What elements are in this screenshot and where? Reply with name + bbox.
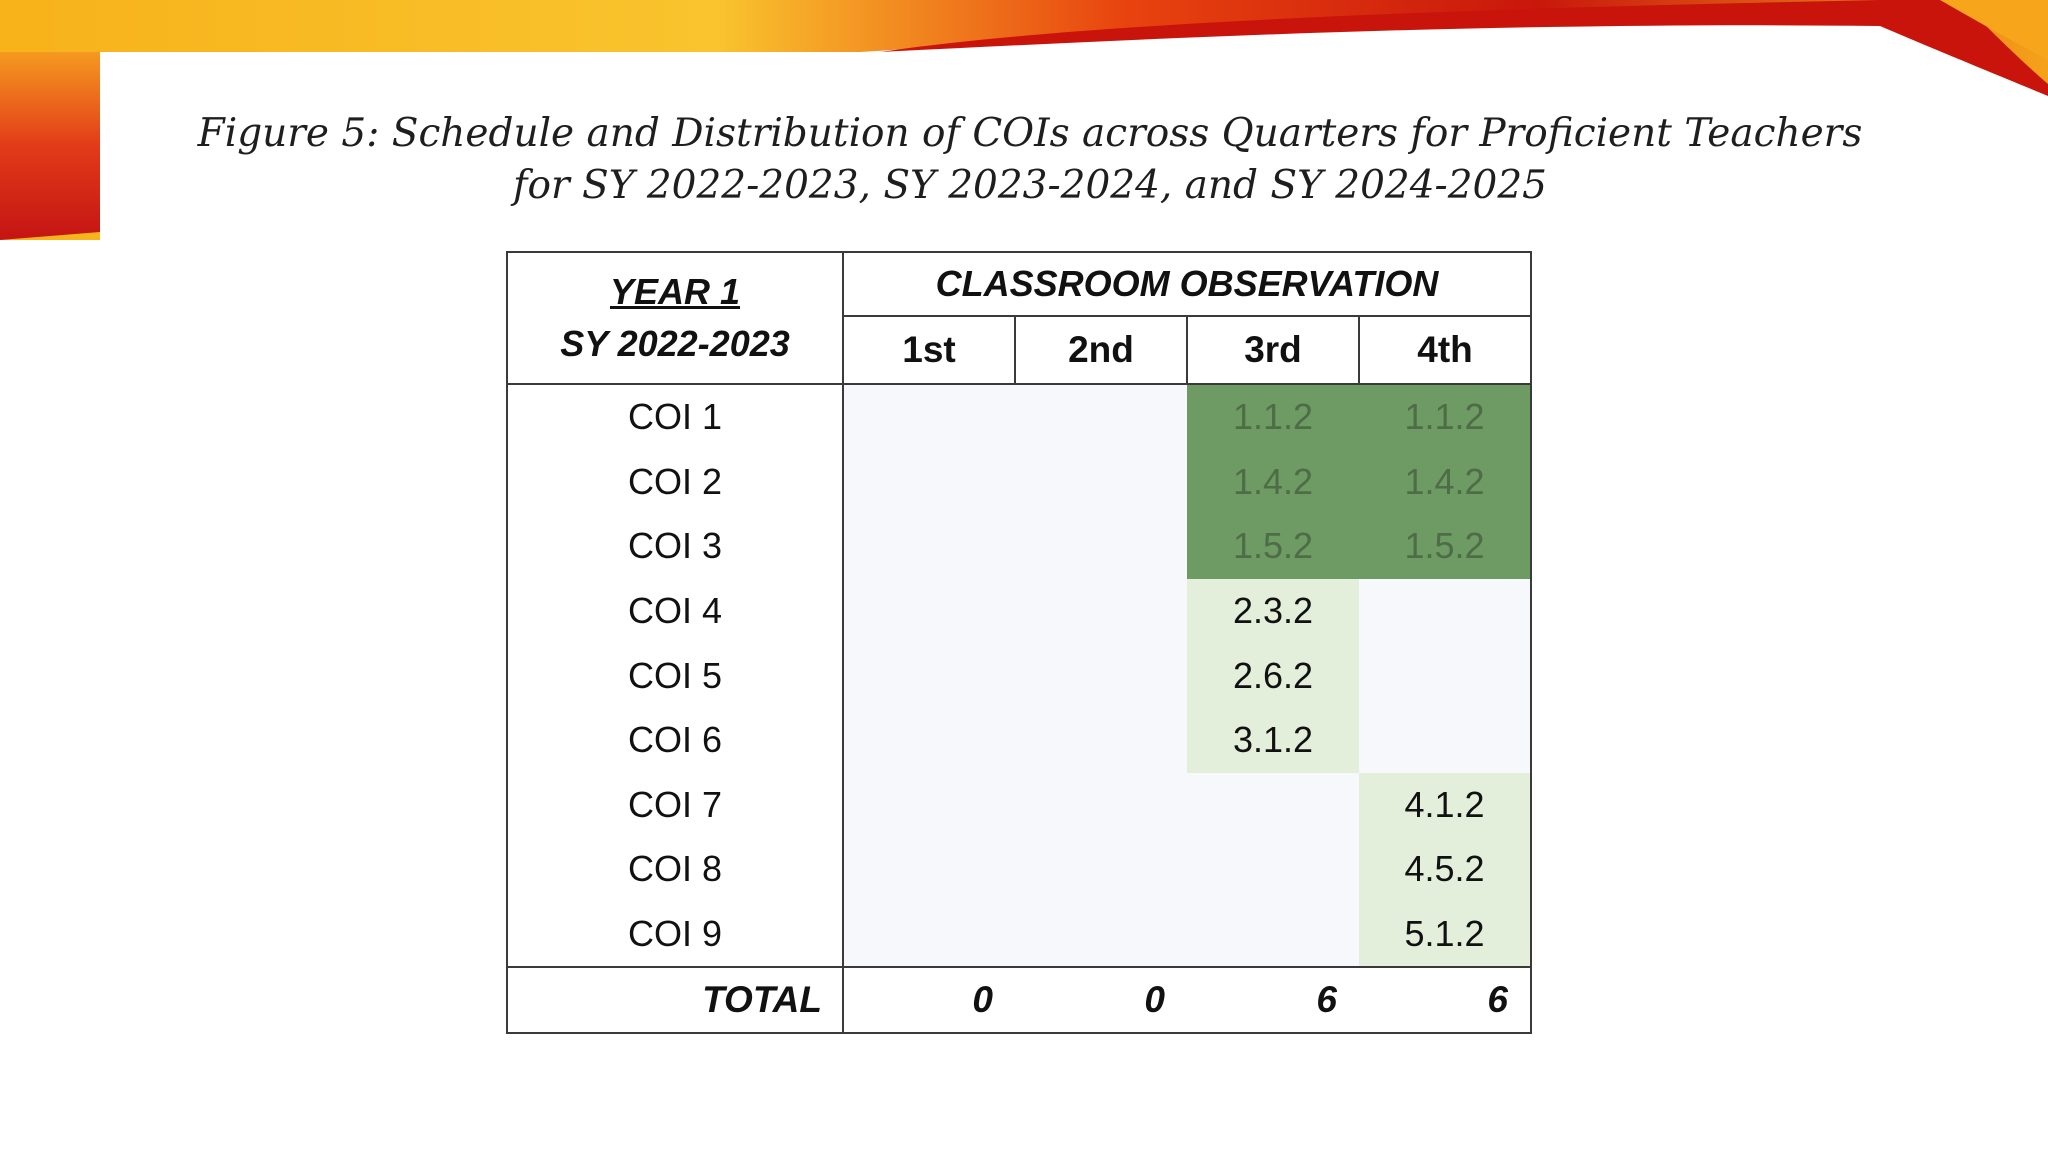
table-row: COI 6 3.1.2 bbox=[507, 707, 1531, 773]
total-value: 6 bbox=[1359, 966, 1531, 1034]
table-cell bbox=[1015, 449, 1187, 515]
coi-label: COI 2 bbox=[507, 449, 844, 515]
table-cell: 4.1.2 bbox=[1359, 772, 1531, 838]
table-cell bbox=[1359, 643, 1531, 708]
coi-label: COI 7 bbox=[507, 772, 844, 838]
table-cell bbox=[1015, 514, 1187, 579]
top-banner-swoosh bbox=[0, 0, 2048, 240]
table-row: COI 2 1.4.2 1.4.2 bbox=[507, 449, 1531, 515]
table-cell bbox=[843, 384, 1015, 450]
caption-line-1: Figure 5: Schedule and Distribution of C… bbox=[197, 111, 1863, 156]
table-cell bbox=[1015, 772, 1187, 838]
table-cell bbox=[843, 643, 1015, 708]
quarter-header-2: 2nd bbox=[1015, 316, 1188, 385]
left-banner bbox=[0, 52, 100, 240]
total-value: 0 bbox=[1015, 966, 1187, 1034]
total-value: 0 bbox=[843, 966, 1015, 1034]
table-cell bbox=[1015, 901, 1187, 968]
table-cell bbox=[843, 772, 1015, 838]
table-cell: 1.5.2 bbox=[1187, 514, 1359, 579]
table-row: COI 9 5.1.2 bbox=[507, 901, 1531, 968]
table-row: COI 1 1.1.2 1.1.2 bbox=[507, 384, 1531, 450]
caption-line-2: for SY 2022-2023, SY 2023-2024, and SY 2… bbox=[513, 163, 1547, 208]
total-value: 6 bbox=[1187, 966, 1359, 1034]
table-cell bbox=[1359, 578, 1531, 644]
table-row: COI 8 4.5.2 bbox=[507, 837, 1531, 902]
table-cell: 2.6.2 bbox=[1187, 643, 1359, 708]
coi-label: COI 9 bbox=[507, 901, 844, 968]
table-cell: 1.1.2 bbox=[1187, 384, 1359, 450]
table-cell bbox=[1015, 384, 1187, 450]
table-cell: 1.4.2 bbox=[1187, 449, 1359, 515]
table-cell bbox=[843, 901, 1015, 968]
table-row: COI 7 4.1.2 bbox=[507, 772, 1531, 838]
table-cell bbox=[1187, 772, 1359, 838]
table-cell bbox=[843, 837, 1015, 902]
table-cell: 3.1.2 bbox=[1187, 707, 1359, 773]
top-red-swoosh bbox=[880, 0, 2048, 96]
table-cell bbox=[1015, 578, 1187, 644]
coi-label: COI 8 bbox=[507, 837, 844, 902]
table-cell bbox=[843, 578, 1015, 644]
total-label: TOTAL bbox=[507, 966, 844, 1034]
coi-label: COI 6 bbox=[507, 707, 844, 773]
table-row: COI 3 1.5.2 1.5.2 bbox=[507, 514, 1531, 579]
table-cell bbox=[1015, 707, 1187, 773]
table-row: COI 5 2.6.2 bbox=[507, 643, 1531, 708]
year-label: YEAR 1 bbox=[609, 271, 741, 312]
table-cell: 1.5.2 bbox=[1359, 514, 1531, 579]
coi-label: COI 3 bbox=[507, 514, 844, 579]
table-cell: 1.4.2 bbox=[1359, 449, 1531, 515]
quarter-header-3: 3rd bbox=[1187, 316, 1360, 385]
table-cell: 5.1.2 bbox=[1359, 901, 1531, 968]
table-cell: 4.5.2 bbox=[1359, 837, 1531, 902]
coi-label: COI 4 bbox=[507, 578, 844, 644]
quarter-header-1: 1st bbox=[843, 316, 1016, 385]
table-cell: 2.3.2 bbox=[1187, 578, 1359, 644]
coi-label: COI 5 bbox=[507, 643, 844, 708]
table-cell: 1.1.2 bbox=[1359, 384, 1531, 450]
coi-label: COI 1 bbox=[507, 384, 844, 450]
table-cell bbox=[1187, 837, 1359, 902]
table-cell bbox=[843, 514, 1015, 579]
table-cell bbox=[1015, 837, 1187, 902]
table-cell bbox=[1359, 707, 1531, 773]
classroom-observation-header: CLASSROOM OBSERVATION bbox=[843, 252, 1531, 317]
school-year-label: SY 2022-2023 bbox=[560, 323, 790, 364]
figure-caption: Figure 5: Schedule and Distribution of C… bbox=[100, 108, 1960, 212]
table-row: COI 4 2.3.2 bbox=[507, 578, 1531, 644]
table-cell bbox=[843, 707, 1015, 773]
quarter-header-4: 4th bbox=[1359, 316, 1531, 385]
coi-schedule-table: YEAR 1 SY 2022-2023 CLASSROOM OBSERVATIO… bbox=[506, 251, 1532, 1035]
year-header-cell: YEAR 1 SY 2022-2023 bbox=[507, 252, 844, 385]
table-cell bbox=[843, 449, 1015, 515]
total-row: TOTAL 0 0 6 6 bbox=[507, 966, 1531, 1034]
corner-streak bbox=[1940, 0, 2048, 60]
table-cell bbox=[1187, 901, 1359, 968]
slide-decoration bbox=[0, 0, 2048, 240]
table-cell bbox=[1015, 643, 1187, 708]
